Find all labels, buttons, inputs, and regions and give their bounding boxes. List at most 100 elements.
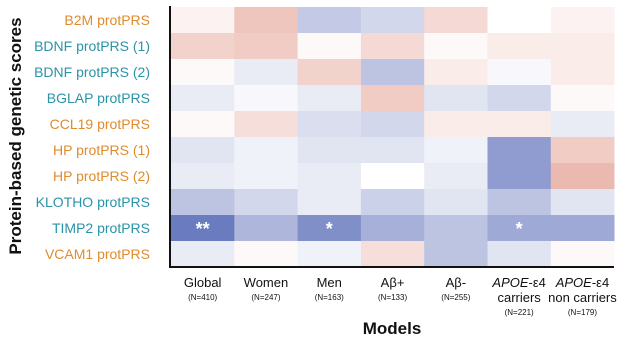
heatmap-cell <box>424 59 488 86</box>
heatmap-cell <box>171 85 235 112</box>
heatmap-cell <box>550 241 615 268</box>
heatmap-cell <box>360 189 425 216</box>
significance-marks: ** * * <box>196 219 523 239</box>
heatmap-cell <box>487 215 552 242</box>
column-label: Aβ+ <box>381 275 405 290</box>
heatmap-cell <box>550 111 615 138</box>
row-label: BDNF protPRS (1) <box>34 38 150 54</box>
heatmap-cell <box>487 241 552 268</box>
heatmap-cell <box>171 215 235 242</box>
heatmap-cell <box>297 241 362 268</box>
heatmap-cell <box>297 7 362 34</box>
heatmap-cell <box>360 7 425 34</box>
heatmap-cell <box>297 85 362 112</box>
column-sample-size: (N=133) <box>378 293 407 302</box>
heatmap-cell <box>234 163 298 190</box>
heatmap-cell <box>550 59 615 86</box>
row-label: VCAM1 protPRS <box>45 246 150 262</box>
heatmap-cell <box>234 59 298 86</box>
row-label: CCL19 protPRS <box>50 116 150 132</box>
row-label: KLOTHO protPRS <box>36 194 150 210</box>
row-label: HP protPRS (1) <box>53 142 150 158</box>
column-label: Women <box>244 275 289 290</box>
heatmap-cell <box>360 163 425 190</box>
heatmap-cell <box>171 189 235 216</box>
heatmap-cell <box>297 111 362 138</box>
heatmap-cell <box>171 241 235 268</box>
heatmap-cell <box>424 215 488 242</box>
heatmap-cell <box>550 33 615 60</box>
heatmap-cell <box>487 137 552 164</box>
row-label: BDNF protPRS (2) <box>34 64 150 80</box>
column-label: APOE-ε4 <box>555 275 609 290</box>
heatmap-cell <box>424 111 488 138</box>
heatmap-cell <box>550 189 615 216</box>
heatmap-cell <box>360 137 425 164</box>
heatmap-cell <box>550 85 615 112</box>
heatmap-cell <box>424 7 488 34</box>
column-label-line2: carriers <box>497 290 541 305</box>
column-label: APOE-ε4 <box>491 275 545 290</box>
heatmap-cell <box>424 85 488 112</box>
significance-mark: ** <box>196 219 210 239</box>
column-labels: Global (N=410) Women (N=247) Men (N=163) Aβ+ (N… <box>184 275 617 317</box>
heatmap-cell <box>234 85 298 112</box>
heatmap-cell <box>297 215 362 242</box>
heatmap-cell <box>234 189 298 216</box>
column-sample-size: (N=163) <box>315 293 344 302</box>
column-label: Men <box>317 275 342 290</box>
heatmap-cell <box>424 241 488 268</box>
heatmap-cell <box>487 7 552 34</box>
row-label: B2M protPRS <box>64 12 150 28</box>
column-label-line2: non carriers <box>548 290 617 305</box>
column-sample-size: (N=221) <box>505 308 534 317</box>
column-label: Global <box>184 275 222 290</box>
heatmap-cell <box>550 163 615 190</box>
heatmap-cell <box>234 215 298 242</box>
heatmap-cell <box>234 33 298 60</box>
heatmap-cell <box>360 241 425 268</box>
heatmap-cell <box>360 33 425 60</box>
heatmap-cell <box>297 137 362 164</box>
heatmap-cell <box>360 215 425 242</box>
heatmap-cell <box>424 189 488 216</box>
x-axis-title: Models <box>363 319 422 338</box>
column-sample-size: (N=255) <box>441 293 470 302</box>
heatmap-cell <box>550 215 615 242</box>
heatmap-cell <box>171 163 235 190</box>
significance-mark: * <box>516 219 523 239</box>
heatmap-cell <box>424 137 488 164</box>
heatmap-cell <box>360 59 425 86</box>
heatmap-cell <box>297 59 362 86</box>
heatmap-cell <box>550 137 615 164</box>
heatmap-cell <box>171 7 235 34</box>
heatmap-cell <box>171 137 235 164</box>
heatmap-cell <box>171 111 235 138</box>
row-labels: B2M protPRS BDNF protPRS (1) BDNF protPRS … <box>34 12 150 262</box>
heatmap-cell <box>171 59 235 86</box>
row-label: BGLAP protPRS <box>47 90 150 106</box>
heatmap-cell <box>297 163 362 190</box>
heatmap-cell <box>234 7 298 34</box>
heatmap-cell <box>424 33 488 60</box>
row-label: TIMP2 protPRS <box>52 220 150 236</box>
heatmap-cell <box>487 33 552 60</box>
heatmap-cell <box>360 111 425 138</box>
heatmap-cells <box>171 7 615 268</box>
heatmap-cell <box>234 137 298 164</box>
heatmap-cell <box>487 163 552 190</box>
heatmap-cell <box>360 85 425 112</box>
heatmap-cell <box>234 241 298 268</box>
column-sample-size: (N=247) <box>251 293 280 302</box>
heatmap-cell <box>171 33 235 60</box>
column-sample-size: (N=179) <box>568 308 597 317</box>
heatmap-cell <box>487 189 552 216</box>
y-axis-title: Protein-based genetic scores <box>6 17 25 254</box>
heatmap-cell <box>424 163 488 190</box>
significance-mark: * <box>326 219 333 239</box>
column-label: Aβ- <box>446 275 466 290</box>
heatmap-cell <box>487 85 552 112</box>
heatmap-cell <box>487 111 552 138</box>
heatmap-cell <box>297 33 362 60</box>
